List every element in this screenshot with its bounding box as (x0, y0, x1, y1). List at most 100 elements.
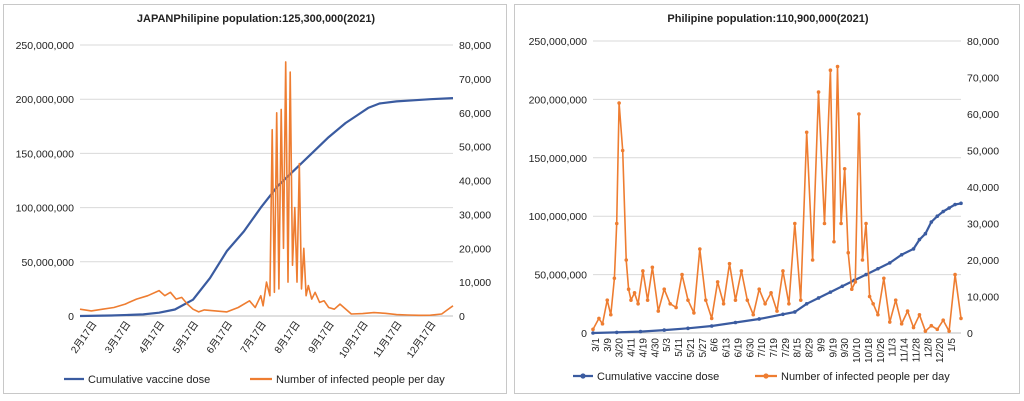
vaccine-point (804, 302, 809, 306)
infected-point (899, 322, 904, 326)
x-tick-label: 12/20 (935, 338, 946, 363)
infected-point (645, 298, 650, 302)
infected-point (887, 320, 892, 324)
vaccine-point (709, 324, 714, 328)
vaccine-point (591, 331, 595, 335)
y-left-tick-label: 50,000,000 (21, 257, 74, 269)
infected-point (941, 318, 945, 323)
infected-point (882, 276, 886, 281)
vaccine-point (929, 220, 934, 224)
infected-point (733, 298, 738, 302)
vaccine-point (638, 329, 643, 334)
vaccine-point (840, 284, 845, 289)
x-tick-label: 8/29 (805, 338, 816, 358)
y-left-tick-label: 0 (581, 328, 587, 340)
infected-point (650, 265, 655, 270)
infected-point (715, 280, 720, 284)
x-tick-label: 2月17日 (69, 319, 100, 356)
y-right-tick-label: 0 (967, 328, 973, 340)
x-tick-label: 11月17日 (371, 319, 405, 360)
infected-point (703, 298, 708, 302)
infected-point (959, 316, 963, 321)
vaccine-point (953, 202, 957, 207)
legend-infected-marker (763, 373, 769, 379)
infected-point (632, 291, 637, 295)
vaccine-point (911, 247, 916, 251)
y-right-tick-label: 60,000 (459, 108, 491, 120)
infected-point (876, 312, 880, 317)
infected-point (810, 258, 815, 262)
x-tick-label: 11/3 (888, 338, 899, 357)
y-right-tick-label: 40,000 (967, 182, 999, 194)
infected-point (668, 302, 672, 306)
vaccine-point (662, 328, 667, 332)
chart-japan: JAPANPhilipine population:125,300,000(20… (16, 13, 492, 386)
infected-point (871, 302, 875, 306)
infected-point (917, 312, 922, 317)
infected-point (867, 294, 872, 299)
x-tick-label: 5/3 (662, 338, 673, 352)
infected-point (721, 302, 726, 306)
x-tick-label: 3/9 (603, 338, 614, 352)
legend-infected-label: Number of infected people per day (781, 371, 950, 383)
infected-point (929, 323, 934, 328)
x-tick-label: 9月17日 (306, 319, 337, 356)
infected-point (849, 287, 854, 292)
x-tick-label: 6/19 (733, 338, 744, 358)
infected-point (793, 221, 797, 226)
infected-point (828, 68, 833, 72)
infected-point (656, 309, 661, 313)
y-right-tick-label: 40,000 (459, 176, 491, 188)
infected-point (624, 258, 629, 262)
x-tick-label: 8/15 (793, 338, 804, 358)
y-right-tick-label: 70,000 (459, 74, 491, 86)
x-tick-label: 11/14 (900, 338, 911, 363)
y-right-tick-label: 60,000 (967, 109, 999, 121)
x-tick-label: 6月17日 (204, 319, 235, 356)
infected-series-line (592, 65, 962, 333)
y-left-tick-label: 200,000,000 (529, 94, 588, 106)
infected-point (597, 316, 601, 321)
y-right-tick-label: 80,000 (967, 36, 999, 48)
y-right-tick-label: 50,000 (459, 142, 491, 154)
vaccine-point (899, 252, 904, 257)
infected-point (953, 272, 957, 277)
y-right-tick-label: 10,000 (967, 292, 999, 304)
y-right-tick-label: 20,000 (459, 243, 491, 255)
chart-title: JAPANPhilipine population:125,300,000(20… (137, 13, 376, 25)
vaccine-point (941, 209, 945, 214)
infected-point (787, 302, 791, 306)
chart-panel-philippines: Philipine population:110,900,000(2021) 0… (514, 4, 1020, 394)
infected-point (641, 269, 645, 273)
vaccine-point (781, 312, 785, 317)
y-left-tick-label: 50,000,000 (534, 270, 587, 282)
infected-series-line (79, 61, 454, 317)
infected-point (617, 101, 621, 105)
infected-point (935, 327, 940, 332)
x-tick-label: 5月17日 (170, 319, 201, 356)
x-tick-label: 6/13 (722, 338, 733, 358)
vaccine-point (614, 330, 619, 335)
infected-point (905, 309, 910, 313)
infected-point (822, 221, 827, 226)
x-tick-label: 7/19 (769, 338, 780, 358)
x-tick-label: 10/26 (876, 338, 887, 363)
infected-point (860, 258, 865, 262)
infected-point (709, 316, 714, 321)
x-tick-label: 3/20 (615, 338, 626, 358)
y-right-tick-label: 30,000 (459, 209, 491, 221)
x-tick-label: 12月17日 (404, 319, 438, 360)
infected-point (853, 280, 858, 284)
infected-point (674, 305, 678, 310)
infected-point (846, 250, 851, 255)
y-right-tick-label: 70,000 (967, 73, 999, 85)
y-right-tick-label: 30,000 (967, 219, 999, 231)
infected-point (893, 298, 898, 302)
vaccine-series-line (592, 202, 962, 335)
infected-point (739, 269, 744, 273)
y-right-tick-label: 10,000 (459, 277, 491, 289)
x-tick-label: 8月17日 (272, 319, 303, 356)
x-tick-label: 5/27 (698, 338, 709, 358)
chart-panel-japan: JAPANPhilipine population:125,300,000(20… (3, 4, 507, 394)
infected-point (832, 239, 836, 244)
